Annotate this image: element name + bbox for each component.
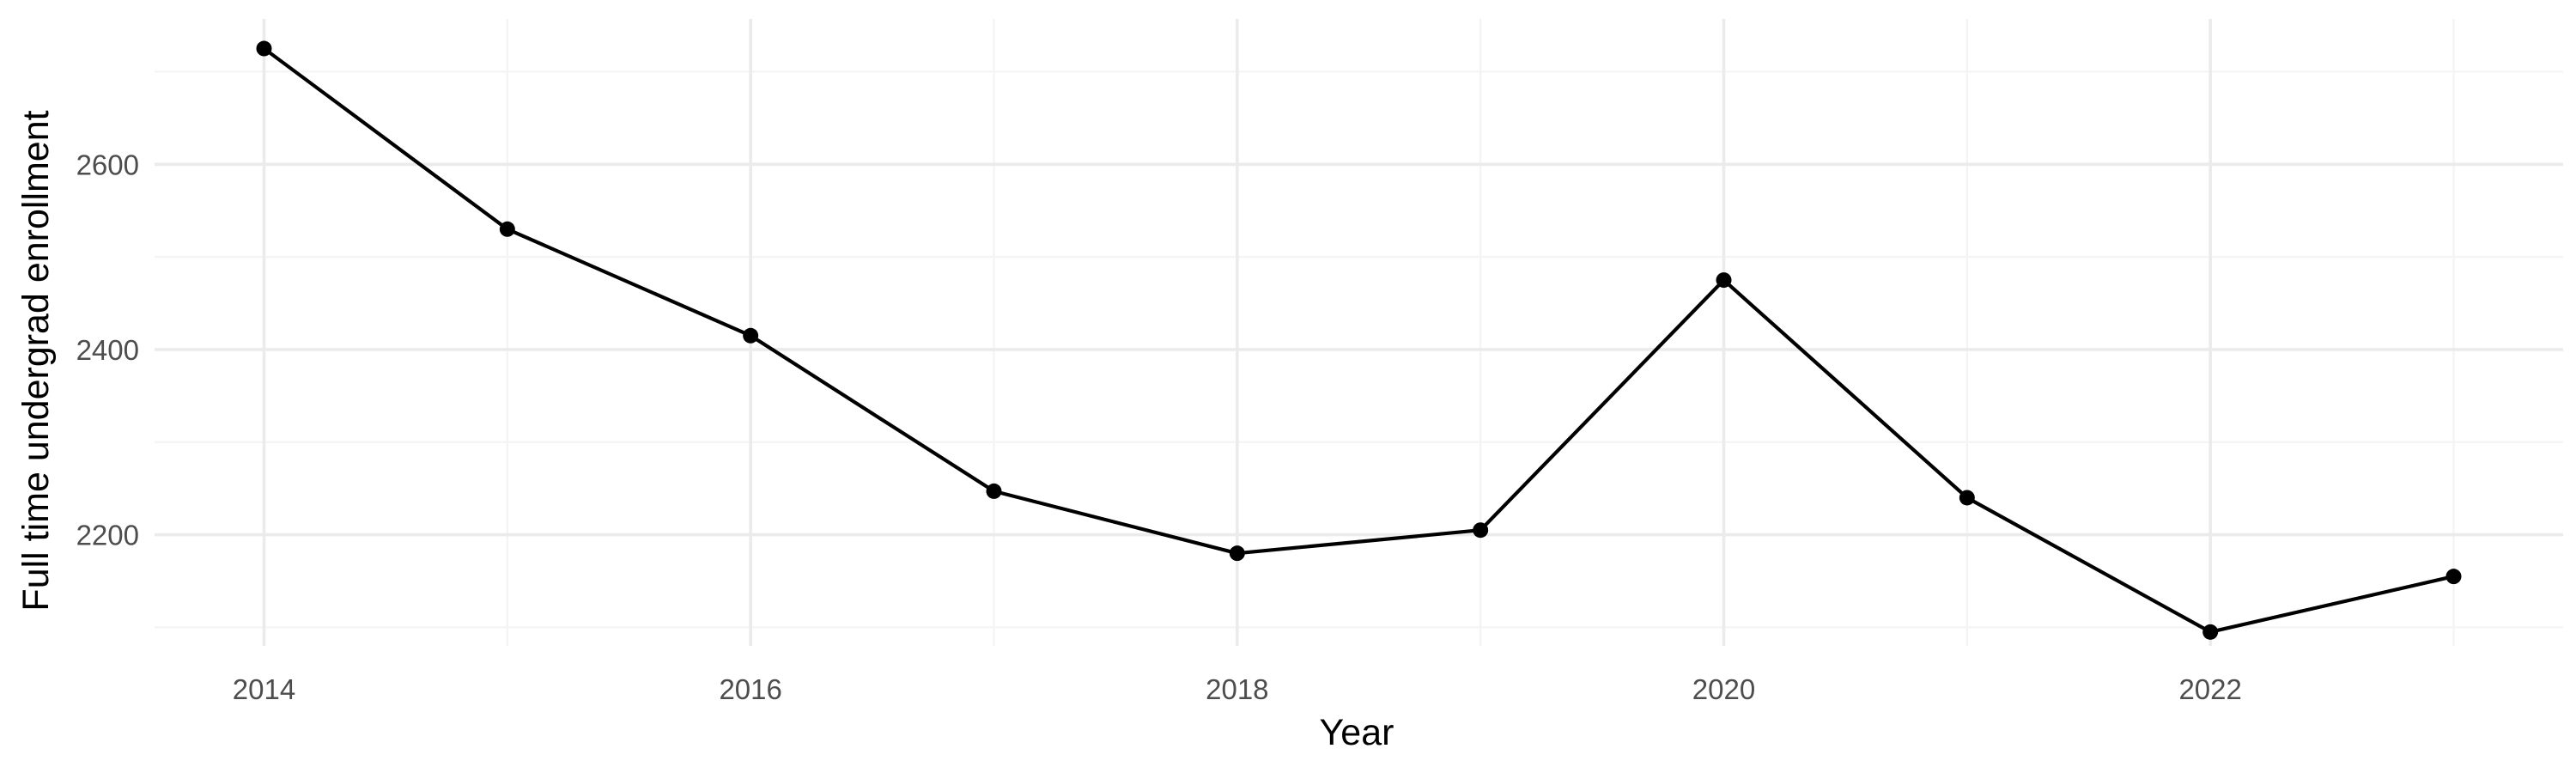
- data-point: [2202, 624, 2219, 640]
- x-axis-tick-labels: 2014 2016 2018 2020 2022: [233, 673, 2242, 705]
- series-layer: [256, 40, 2462, 640]
- data-point: [256, 40, 272, 57]
- y-tick-label: 2600: [76, 149, 139, 180]
- grid-lines: [155, 19, 2563, 646]
- data-point: [1473, 522, 1489, 539]
- y-tick-label: 2400: [76, 334, 139, 366]
- series-line: [263, 46, 2454, 634]
- x-tick-label: 2014: [233, 673, 295, 705]
- data-point: [499, 221, 515, 237]
- data-point: [2445, 569, 2462, 585]
- x-tick-label: 2022: [2178, 673, 2241, 705]
- y-axis-tick-labels: 2200 2400 2600: [76, 149, 139, 551]
- data-point: [743, 327, 759, 344]
- data-point: [1959, 490, 1975, 506]
- x-tick-label: 2016: [719, 673, 781, 705]
- data-point: [986, 483, 1002, 499]
- data-point: [1229, 545, 1245, 562]
- x-tick-label: 2018: [1206, 673, 1268, 705]
- x-axis-title: Year: [1320, 712, 1394, 753]
- data-point: [1716, 272, 1732, 289]
- y-tick-label: 2200: [76, 520, 139, 551]
- x-tick-label: 2020: [1692, 673, 1755, 705]
- y-axis-title: Full time undergrad enrollment: [15, 110, 57, 611]
